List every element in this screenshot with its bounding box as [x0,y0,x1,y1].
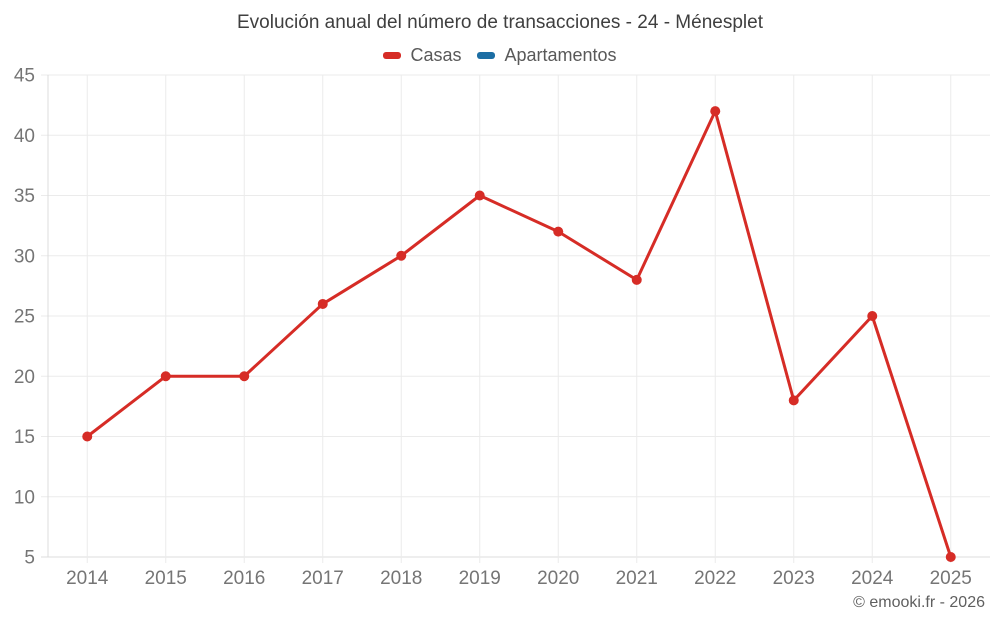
x-tick-label: 2014 [66,568,109,589]
legend-label: Casas [410,45,462,65]
x-tick-label: 2022 [694,568,736,589]
x-tick-label: 2018 [380,568,422,589]
casas-point[interactable] [945,552,956,562]
casas-point[interactable] [82,431,93,442]
y-tick-label: 35 [14,186,35,207]
x-tick-label: 2016 [223,568,265,589]
legend-item-apartamentos[interactable]: Apartamentos [477,45,617,65]
apartamentos-swatch-icon [477,51,496,59]
y-tick-label: 10 [14,487,35,508]
chart-title: Evolución anual del número de transaccio… [237,12,763,33]
casas-line [85,109,953,559]
y-tick-label: 20 [14,367,35,388]
x-tick-label: 2020 [537,568,579,589]
y-tick-label: 15 [14,427,35,448]
casas-point[interactable] [788,395,799,406]
casas-point[interactable] [553,226,564,237]
casas-point[interactable] [867,311,878,321]
casas-point[interactable] [317,298,328,309]
y-tick-label: 40 [14,126,35,147]
legend-label: Apartamentos [504,45,617,65]
x-tick-label: 2025 [930,568,972,589]
casas-swatch-icon [383,51,402,59]
casas-point[interactable] [160,371,171,382]
casas-point[interactable] [396,250,407,261]
watermark: © emooki.fr - 2026 [853,594,985,611]
y-tick-label: 45 [14,66,35,87]
x-tick-label: 2017 [302,568,344,589]
x-tick-label: 2019 [459,568,501,589]
y-tick-label: 30 [14,246,35,267]
casas-point[interactable] [474,190,485,201]
x-tick-label: 2015 [145,568,187,589]
casas-point[interactable] [710,106,721,117]
x-tick-label: 2024 [851,568,894,589]
legend: Casas Apartamentos [0,45,1000,65]
legend-item-casas[interactable]: Casas [383,46,461,64]
x-tick-label: 2023 [773,568,815,589]
y-tick-label: 5 [24,548,35,569]
casas-point[interactable] [631,274,642,285]
x-tick-label: 2021 [616,568,658,589]
y-tick-label: 25 [14,307,35,328]
casas-point[interactable] [239,371,250,382]
